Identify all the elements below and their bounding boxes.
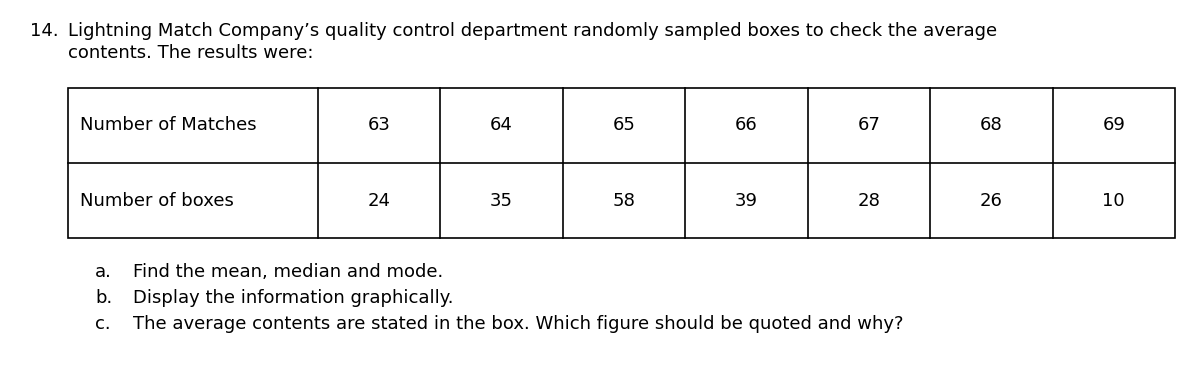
Text: 35: 35 xyxy=(490,192,514,210)
Text: 67: 67 xyxy=(858,117,881,134)
Text: 64: 64 xyxy=(491,117,514,134)
Text: 65: 65 xyxy=(613,117,636,134)
Text: 69: 69 xyxy=(1103,117,1126,134)
Text: 66: 66 xyxy=(736,117,758,134)
Text: 24: 24 xyxy=(367,192,391,210)
Text: 63: 63 xyxy=(367,117,391,134)
Text: 68: 68 xyxy=(980,117,1003,134)
Text: 26: 26 xyxy=(980,192,1003,210)
Text: 28: 28 xyxy=(858,192,881,210)
Text: 14.: 14. xyxy=(30,22,59,40)
Text: contents. The results were:: contents. The results were: xyxy=(68,44,313,62)
Text: Number of Matches: Number of Matches xyxy=(80,117,257,134)
Text: Number of boxes: Number of boxes xyxy=(80,192,234,210)
Text: The average contents are stated in the box. Which figure should be quoted and wh: The average contents are stated in the b… xyxy=(133,315,904,333)
Bar xyxy=(68,88,1175,238)
Text: 10: 10 xyxy=(1103,192,1126,210)
Text: b.: b. xyxy=(95,289,113,307)
Text: Find the mean, median and mode.: Find the mean, median and mode. xyxy=(133,263,443,281)
Text: 39: 39 xyxy=(734,192,758,210)
Text: a.: a. xyxy=(95,263,112,281)
Text: c.: c. xyxy=(95,315,110,333)
Text: Display the information graphically.: Display the information graphically. xyxy=(133,289,454,307)
Text: 58: 58 xyxy=(613,192,636,210)
Text: Lightning Match Company’s quality control department randomly sampled boxes to c: Lightning Match Company’s quality contro… xyxy=(68,22,997,40)
